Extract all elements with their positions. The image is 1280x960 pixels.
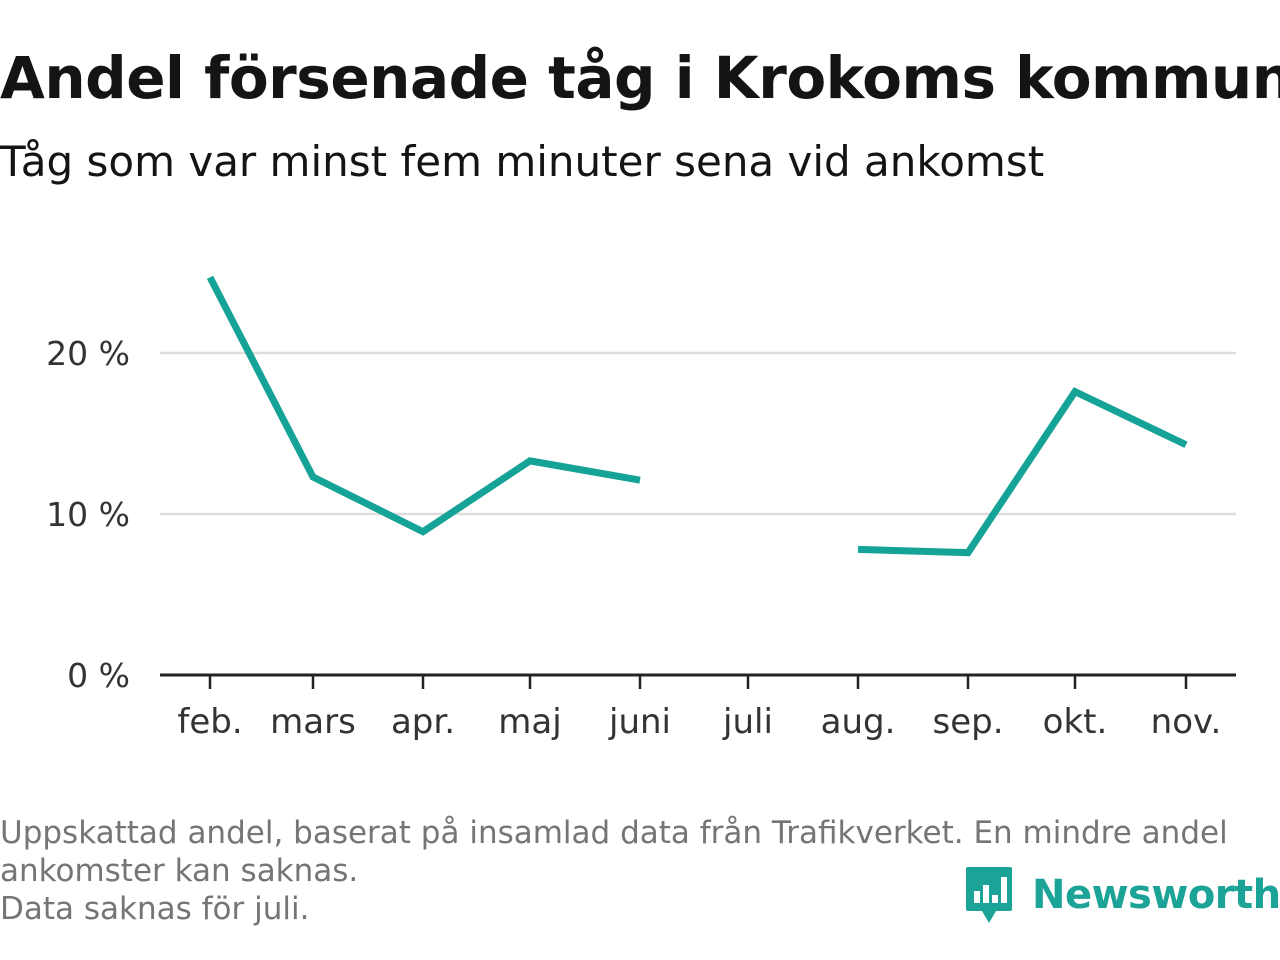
series-line [206, 275, 641, 536]
newsworthy-logo-icon [966, 867, 1012, 923]
x-tick-labels: feb. mars apr. maj juni juli aug. sep. okt. nov. [177, 702, 1221, 742]
y-tick-label: 10 % [46, 495, 130, 534]
footnote-line: Data saknas för juli. [0, 891, 310, 927]
chart-subtitle: Tåg som var minst fem minuter sena vid a… [0, 137, 1045, 186]
x-tick-label: feb. [177, 702, 242, 742]
line-chart: 0 % 10 % 20 % feb. mars apr. maj juni juli aug. s… [46, 275, 1236, 742]
x-tick-label: maj [498, 702, 561, 742]
x-tick-label: apr. [391, 702, 455, 742]
footnote: Uppskattad andel, baserat på insamlad da… [0, 814, 1270, 928]
series-line [857, 387, 1188, 557]
brand-logo: Newsworthy [964, 864, 1280, 926]
x-tick-label: juli [722, 702, 773, 742]
y-tick-label: 0 % [67, 656, 130, 695]
series-lines [206, 275, 1188, 557]
gridlines [160, 351, 1236, 516]
x-tick-label: nov. [1151, 702, 1222, 742]
y-axis: 0 % 10 % 20 % [46, 334, 130, 695]
x-tick-label: aug. [821, 702, 896, 742]
footnote-line: ankomster kan saknas. [0, 853, 359, 889]
footnote-line: Uppskattad andel, baserat på insamlad da… [0, 815, 1228, 851]
x-tick-label: mars [270, 702, 356, 742]
chart-title: Andel försenade tåg i Krokoms kommun [0, 44, 1280, 112]
x-tick-label: okt. [1043, 702, 1108, 742]
brand-name: Newsworthy [1032, 872, 1280, 918]
x-tick-label: sep. [932, 702, 1003, 742]
y-tick-label: 20 % [46, 334, 130, 373]
x-axis [160, 673, 1236, 689]
x-tick-label: juni [608, 702, 671, 742]
